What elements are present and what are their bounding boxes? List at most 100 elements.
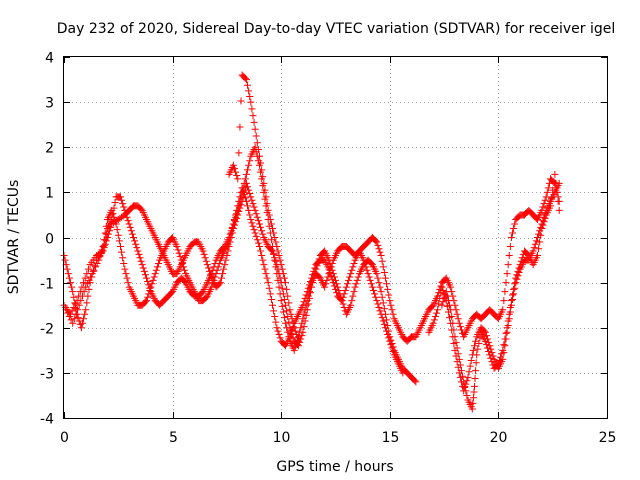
data-point [141,298,149,306]
data-point [269,301,277,309]
data-point [179,263,187,271]
data-point [456,323,464,331]
data-point [293,334,301,342]
data-point [446,314,454,322]
x-axis-label: GPS time / hours [276,459,393,475]
data-point [255,152,263,160]
chart-title: Day 232 of 2020, Sidereal Day-to-day VTE… [57,21,616,37]
data-point [514,272,522,280]
y-tick-label: 3 [45,96,54,112]
data-point [280,314,288,322]
data-point [378,257,386,265]
data-point [138,261,146,269]
data-point [154,259,162,267]
y-tick-label: -1 [40,277,54,293]
data-point [325,265,333,273]
data-point [311,264,319,272]
data-point [290,346,298,354]
data-point [284,292,292,300]
data-point [244,202,252,210]
data-point [372,293,380,301]
data-point [511,284,519,292]
data-point [452,352,460,360]
data-point [136,254,144,262]
data-point [67,279,75,287]
data-point [373,238,381,246]
data-point [385,291,393,299]
data-point [296,338,304,346]
data-point [119,200,127,208]
data-point [347,301,355,309]
data-point [326,268,334,276]
data-point [333,289,341,297]
data-point [399,369,407,377]
data-point [471,342,479,350]
series-track-1 [60,143,563,354]
data-point [201,254,209,262]
data-point [234,175,242,183]
data-point [535,245,543,253]
data-point [272,238,280,246]
data-point [487,345,495,353]
data-point [270,307,278,315]
data-point [247,193,255,201]
data-point [70,303,78,311]
data-point [202,257,210,265]
data-point [253,213,261,221]
data-point [257,247,265,255]
data-point [328,275,336,283]
data-point [368,283,376,291]
data-point [236,193,244,201]
data-point [374,300,382,308]
data-point [350,288,358,296]
data-point [510,290,518,298]
data-point [274,247,282,255]
data-point [255,243,263,251]
data-point [244,81,252,89]
data-point [500,341,508,349]
data-point [466,362,474,370]
data-point [121,265,129,273]
data-point [468,405,476,413]
data-point [67,316,75,324]
y-tick-label: 1 [45,186,54,202]
data-point [228,224,236,232]
data-point [507,234,515,241]
data-point [69,288,77,296]
y-tick-label: 0 [45,232,54,248]
y-tick-label: -4 [40,412,54,428]
data-point [131,237,139,245]
data-point [139,264,147,272]
y-tick-label: -2 [40,322,54,338]
data-point [250,226,258,234]
data-point [177,256,185,264]
data-point [503,328,511,336]
data-point [348,266,356,274]
data-point [229,161,237,169]
data-point [460,387,468,395]
data-point [210,276,218,284]
data-point [540,213,548,221]
data-point [533,252,541,260]
data-point [287,310,295,318]
data-point [544,184,552,192]
plot-frame [63,56,608,419]
data-point [270,250,278,258]
data-point [274,327,282,335]
data-point [118,248,126,256]
data-point [259,256,267,264]
data-point [504,261,512,269]
data-point [176,253,184,261]
data-point [219,270,227,278]
data-point [351,283,359,291]
data-point [265,284,273,292]
data-point [509,296,517,304]
data-point [71,300,79,308]
data-point [448,326,456,334]
data-point [505,252,513,260]
data-point [200,250,208,258]
data-point [143,297,151,305]
data-point [469,346,477,354]
data-point [80,279,88,287]
